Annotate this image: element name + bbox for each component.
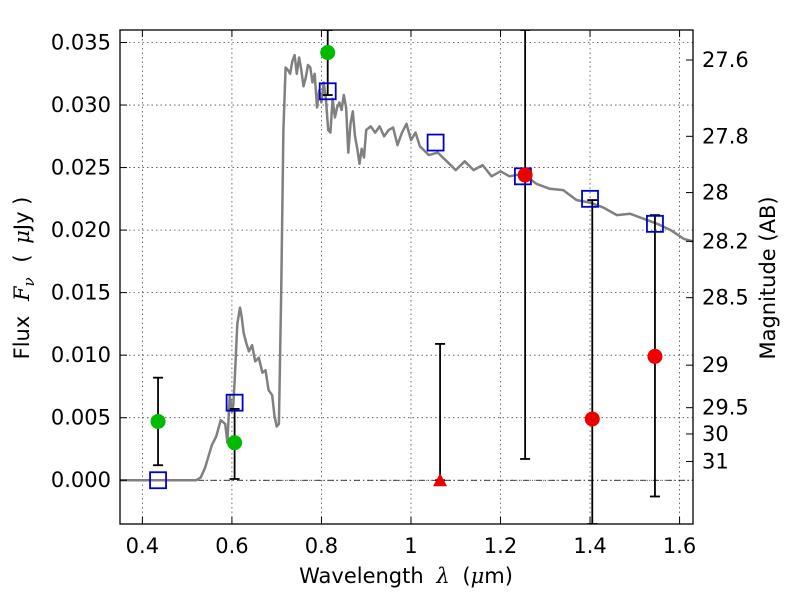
model-spectrum-line bbox=[120, 53, 693, 482]
x-tick-label: 0.4 bbox=[126, 534, 159, 558]
secondary-y-axis-title: Magnitude (AB) bbox=[756, 196, 780, 359]
y2-tick-label: 29.5 bbox=[702, 396, 749, 420]
x-axis-title: Wavelength λ (μm) bbox=[299, 564, 513, 588]
x-axis-title-unit-open: ( bbox=[462, 564, 470, 588]
y-axis-title-unit-mu: μ bbox=[10, 230, 34, 244]
optical-detection-point bbox=[320, 45, 336, 61]
y-tick-label: 0.005 bbox=[51, 406, 111, 430]
y-axis-title-symbol: F bbox=[10, 285, 34, 302]
axis-ticks bbox=[120, 30, 693, 524]
axes-frame bbox=[119, 29, 694, 525]
plot-area bbox=[120, 30, 693, 524]
y2-tick-label: 27.8 bbox=[702, 124, 749, 148]
model-photometry-point bbox=[426, 133, 445, 152]
x-axis-title-unit-mu: μ bbox=[471, 564, 485, 588]
y2-tick-label: 28.5 bbox=[702, 286, 749, 310]
x-tick-label: 1.4 bbox=[573, 534, 606, 558]
y-tick-label: 0.025 bbox=[51, 156, 111, 180]
y-tick-label: 0.030 bbox=[51, 93, 111, 117]
y2-tick-label: 27.6 bbox=[702, 48, 749, 72]
x-tick-label: 1.6 bbox=[663, 534, 696, 558]
y2-tick-label: 29 bbox=[702, 353, 729, 377]
x-tick-label: 0.6 bbox=[215, 534, 248, 558]
y-tick-label: 0.010 bbox=[51, 343, 111, 367]
y2-tick-label: 31 bbox=[702, 449, 729, 473]
y2-tick-label: 28 bbox=[702, 181, 729, 205]
nir-detection-point bbox=[517, 167, 533, 183]
y-axis-title-unit-open: ( bbox=[10, 254, 34, 262]
y-tick-label: 0.020 bbox=[51, 218, 111, 242]
x-tick-label: 0.8 bbox=[305, 534, 338, 558]
x-axis-title-unit-rest: m) bbox=[484, 564, 513, 588]
model-photometry-point bbox=[149, 471, 167, 490]
optical-detection-point bbox=[227, 435, 243, 451]
x-tick-label: 1.2 bbox=[484, 534, 517, 558]
y-axis-title-subscript: ν bbox=[20, 277, 38, 286]
x-tick-label: 1 bbox=[404, 534, 417, 558]
y-axis-title-text: Flux bbox=[10, 316, 34, 360]
nir-detection-point bbox=[584, 411, 600, 427]
x-axis-title-text: Wavelength bbox=[299, 564, 424, 588]
non-detection-marker bbox=[433, 473, 448, 487]
nir-detection-point bbox=[647, 348, 663, 364]
y-tick-label: 0.015 bbox=[51, 281, 111, 305]
optical-detection-point bbox=[150, 413, 166, 429]
y-tick-label: 0.000 bbox=[51, 468, 111, 492]
model-photometry-point bbox=[318, 82, 337, 101]
y2-tick-label: 30 bbox=[702, 422, 729, 446]
y-axis-title: Flux Fν ( μJy ) bbox=[10, 197, 39, 360]
y-axis-title-unit-rest: Jy ) bbox=[10, 197, 34, 233]
model-photometry-point bbox=[581, 189, 599, 208]
y2-tick-label: 28.2 bbox=[702, 229, 749, 253]
y-tick-label: 0.035 bbox=[51, 31, 111, 55]
x-axis-title-symbol: λ bbox=[435, 564, 449, 588]
model-photometry-point bbox=[646, 214, 664, 233]
model-photometry-point bbox=[225, 393, 244, 412]
